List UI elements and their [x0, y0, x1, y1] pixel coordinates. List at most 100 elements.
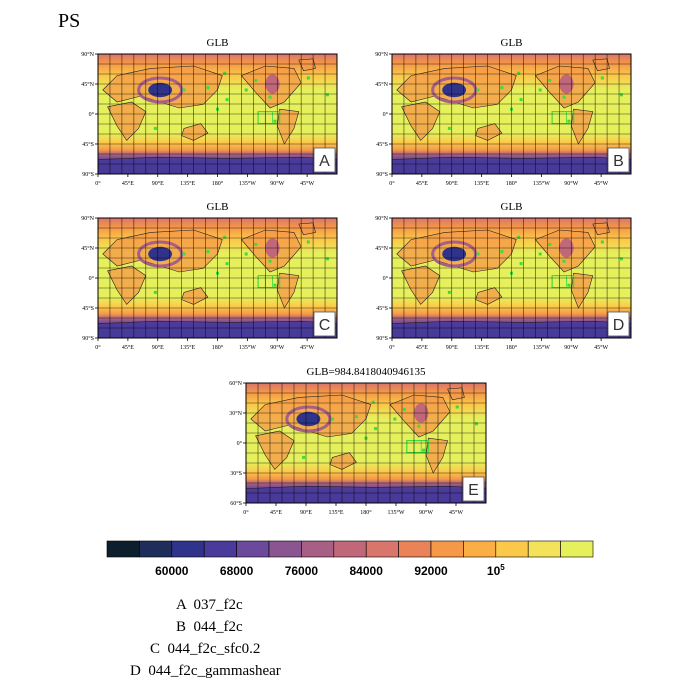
colorbar-swatch	[560, 540, 594, 558]
y-tick-label: 90°S	[376, 171, 388, 178]
station-marker	[447, 290, 451, 294]
tibet-low-pressure	[442, 246, 467, 262]
x-tick-label: 0°	[95, 344, 101, 351]
map-panel-d: GLB 0° 45°E 90°E 135°E 180° 135°W 90°W 45°W 90°N 4…	[375, 201, 632, 351]
station-marker	[619, 93, 623, 97]
y-tick-label: 60°N	[229, 380, 242, 387]
x-tick-label: 90°W	[419, 509, 433, 516]
y-tick-label: 45°N	[81, 81, 94, 88]
x-tick-label: 135°E	[180, 180, 195, 187]
y-tick-label: 45°S	[82, 305, 94, 312]
land-region	[447, 387, 465, 401]
x-tick-label: 90°W	[564, 344, 578, 351]
x-tick-label: 0°	[389, 344, 395, 351]
station-marker	[447, 126, 451, 130]
land-region	[475, 123, 503, 141]
y-tick-label: 90°N	[375, 51, 388, 58]
station-grid-block	[257, 275, 281, 289]
colorbar-label: 68000	[220, 564, 254, 578]
land-region	[329, 452, 357, 470]
panel-letter: B	[613, 153, 624, 170]
station-marker	[325, 93, 329, 97]
colorbar-label: 84000	[350, 564, 384, 578]
station-marker	[182, 252, 186, 256]
colorbar-swatch	[398, 540, 432, 558]
legend-entry-c: C 044_f2c_sfc0.2	[150, 641, 261, 657]
y-tick-label: 0°	[89, 111, 95, 118]
land-region	[592, 222, 610, 236]
y-tick-label: 90°S	[82, 335, 94, 342]
station-marker	[268, 95, 272, 99]
station-marker	[422, 448, 426, 452]
station-marker	[302, 455, 306, 459]
panel-letter-box	[607, 147, 630, 173]
panel-letter: D	[613, 317, 625, 334]
y-tick-label: 0°	[237, 440, 243, 447]
y-tick-label: 90°N	[81, 215, 94, 222]
station-marker	[182, 88, 186, 92]
x-tick-label: 90°E	[300, 509, 312, 516]
station-marker	[223, 71, 227, 75]
station-marker	[225, 262, 229, 266]
station-marker	[244, 88, 248, 92]
land-region	[181, 123, 209, 141]
tibet-low-pressure	[148, 246, 173, 262]
station-marker	[330, 417, 334, 421]
station-marker	[223, 235, 227, 239]
tibet-low-pressure	[148, 82, 173, 98]
station-marker	[519, 98, 523, 102]
figure-title: PS	[58, 10, 80, 32]
x-tick-label: 90°E	[446, 180, 458, 187]
tibet-low-pressure	[442, 82, 467, 98]
colorbar-label: 76000	[285, 564, 319, 578]
panel-letter-box	[313, 311, 336, 337]
land-region	[298, 222, 316, 236]
station-marker	[476, 88, 480, 92]
x-tick-label: 90°E	[446, 344, 458, 351]
map-panel-c: GLB 0° 45°E 90°E 135°E 180° 135°W 90°W 45°W 90°N 4…	[81, 201, 338, 351]
station-marker	[474, 422, 478, 426]
station-marker	[402, 407, 406, 411]
x-tick-label: 45°E	[122, 180, 134, 187]
panel-letter-box	[313, 147, 336, 173]
y-tick-label: 45°S	[376, 141, 388, 148]
x-tick-label: 90°E	[152, 344, 164, 351]
colorbar-swatch	[463, 540, 497, 558]
x-tick-label: 0°	[389, 180, 395, 187]
land-region	[181, 287, 209, 305]
station-marker	[206, 86, 210, 90]
land-region	[401, 101, 441, 141]
station-marker	[548, 78, 552, 82]
y-tick-label: 30°S	[230, 470, 242, 477]
station-marker	[268, 259, 272, 263]
map-panel-b: GLB 0° 45°E 90°E 135°E 180° 135°W 90°W 45°W 90°N 4…	[375, 37, 632, 187]
x-tick-label: 90°W	[564, 180, 578, 187]
land-region	[255, 430, 295, 470]
panel-letter: A	[319, 153, 330, 170]
y-tick-label: 90°S	[376, 335, 388, 342]
land-region	[107, 265, 147, 305]
station-marker	[538, 252, 542, 256]
y-tick-label: 90°S	[82, 171, 94, 178]
x-tick-label: 135°W	[239, 344, 256, 351]
colorbar-swatch	[527, 540, 561, 558]
x-tick-label: 90°W	[270, 180, 284, 187]
colorbar-swatch	[301, 540, 335, 558]
x-tick-label: 180°	[212, 344, 224, 351]
station-marker	[600, 76, 604, 80]
station-marker	[254, 78, 258, 82]
station-marker	[562, 95, 566, 99]
x-tick-label: 45°E	[416, 180, 428, 187]
station-marker	[225, 98, 229, 102]
panel-title: GLB=984.8418040946135	[307, 366, 426, 378]
station-marker	[254, 242, 258, 246]
panel-title: GLB	[207, 37, 229, 49]
colorbar-swatch	[139, 540, 173, 558]
colorbar-swatch	[203, 540, 237, 558]
station-marker	[306, 240, 310, 244]
land-region	[475, 287, 503, 305]
x-tick-label: 90°W	[270, 344, 284, 351]
station-marker	[354, 415, 358, 419]
station-marker	[476, 252, 480, 256]
